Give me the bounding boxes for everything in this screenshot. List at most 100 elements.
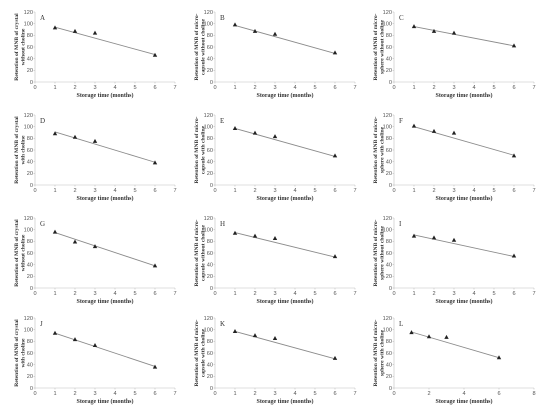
y-tick-label: 60 — [27, 351, 33, 357]
x-tick-label: 7 — [173, 391, 176, 397]
x-tick-label: 6 — [153, 291, 156, 297]
y-axis-label: Retention of MNB of micro-sphere with ch… — [373, 116, 385, 183]
trendline — [413, 234, 515, 257]
y-tick-label: 20 — [27, 374, 33, 380]
x-tick-label: 4 — [472, 291, 475, 297]
x-tick-label: 0 — [33, 291, 36, 297]
x-tick-label: 5 — [313, 188, 316, 194]
y-tick-label: 80 — [386, 136, 392, 142]
y-tick-label: 100 — [204, 124, 213, 130]
data-point — [252, 130, 258, 135]
y-tick-label: 100 — [204, 21, 213, 27]
y-axis-label: Retention of MNB of micro-capsule with c… — [194, 116, 206, 183]
x-tick-label: 4 — [462, 391, 465, 397]
x-tick-label: 5 — [492, 85, 495, 91]
x-tick-label: 5 — [313, 85, 316, 91]
panel-b: 0 20 40 60 80 100 120 0 1 2 3 4 5 6 7 B Storage time (mo… — [194, 10, 357, 99]
y-tick-label: 80 — [207, 136, 213, 142]
y-tick-label: 80 — [27, 339, 33, 345]
y-tick-label: 20 — [27, 274, 33, 280]
y-axis-label: Retention of MNB of micro-capsule withou… — [194, 219, 206, 286]
y-tick-label: 80 — [27, 33, 33, 39]
y-tick-label: 100 — [204, 327, 213, 333]
data-point — [252, 28, 258, 33]
x-axis-label: Storage time (months) — [257, 92, 314, 99]
panel-letter: C — [399, 14, 404, 22]
x-tick-label: 3 — [273, 85, 276, 91]
data-point — [252, 333, 258, 338]
y-tick-label: 80 — [207, 33, 213, 39]
x-tick-label: 7 — [532, 85, 535, 91]
x-tick-label: 2 — [432, 85, 435, 91]
x-tick-label: 5 — [133, 391, 136, 397]
data-point — [92, 138, 98, 143]
data-point — [52, 229, 58, 234]
y-tick-label: 100 — [383, 327, 392, 333]
y-tick-label: 0 — [389, 386, 392, 392]
x-axis-label: Storage time (months) — [436, 398, 493, 405]
y-tick-label: 40 — [207, 362, 213, 368]
x-tick-label: 1 — [233, 85, 236, 91]
y-axis-label-line: capsule without choline — [200, 225, 206, 281]
y-axis-label: Retention of MNB of crystalwith choline — [14, 319, 26, 387]
y-tick-label: 120 — [383, 316, 392, 322]
y-tick-label: 120 — [204, 113, 213, 119]
data-point — [411, 233, 417, 238]
x-tick-label: 1 — [233, 291, 236, 297]
data-point — [511, 253, 517, 258]
y-tick-label: 40 — [27, 159, 33, 165]
y-tick-label: 0 — [389, 286, 392, 292]
data-point — [92, 244, 98, 249]
trendline — [234, 232, 336, 258]
x-tick-label: 4 — [293, 391, 296, 397]
data-point — [426, 334, 432, 339]
panel-l: 0 20 40 60 80 100 120 0 2 4 6 8 L Storage time (month… — [373, 316, 536, 405]
x-tick-label: 1 — [412, 291, 415, 297]
x-axis-label: Storage time (months) — [257, 298, 314, 305]
data-point — [332, 153, 338, 158]
y-tick-label: 100 — [24, 227, 33, 233]
y-axis-label-line: capsule without choline — [200, 19, 206, 75]
data-point — [52, 330, 58, 335]
y-axis-label-line: Retention of MNB of micro- — [194, 13, 200, 80]
y-tick-label: 60 — [27, 45, 33, 51]
x-tick-label: 4 — [472, 188, 475, 194]
x-tick-label: 6 — [333, 391, 336, 397]
y-axis-label-line: with choline — [20, 135, 26, 165]
x-axis-label: Storage time (months) — [436, 195, 493, 202]
y-tick-label: 60 — [386, 251, 392, 257]
x-tick-label: 1 — [412, 85, 415, 91]
y-tick-label: 40 — [386, 362, 392, 368]
data-point — [332, 50, 338, 55]
x-tick-label: 2 — [427, 391, 430, 397]
y-axis-label-line: capsule with choline — [200, 328, 206, 377]
data-point — [72, 28, 78, 33]
y-axis-label-line: without choline — [20, 234, 26, 271]
x-tick-label: 0 — [392, 85, 395, 91]
x-tick-label: 2 — [73, 391, 76, 397]
y-tick-label: 40 — [386, 56, 392, 62]
x-tick-label: 7 — [173, 291, 176, 297]
x-tick-label: 3 — [273, 188, 276, 194]
data-point — [511, 153, 517, 158]
x-axis-label: Storage time (months) — [77, 92, 134, 99]
data-point — [451, 237, 457, 242]
x-tick-label: 6 — [512, 291, 515, 297]
y-tick-label: 40 — [207, 159, 213, 165]
x-tick-label: 6 — [333, 85, 336, 91]
x-tick-label: 1 — [53, 85, 56, 91]
y-axis-label-line: without choline — [20, 28, 26, 65]
x-tick-label: 6 — [333, 291, 336, 297]
x-tick-label: 6 — [497, 391, 500, 397]
y-tick-label: 120 — [24, 216, 33, 222]
y-tick-label: 60 — [207, 148, 213, 154]
y-tick-label: 80 — [27, 239, 33, 245]
y-tick-label: 120 — [24, 316, 33, 322]
y-axis-label-line: sphere without choline — [379, 20, 385, 74]
x-tick-label: 3 — [93, 85, 96, 91]
panel-k: 0 20 40 60 80 100 120 0 1 2 3 4 5 6 7 K Storage time (mo… — [194, 316, 357, 405]
panel-d: 0 20 40 60 80 100 120 0 1 2 3 4 5 6 7 D Storage time (mo… — [14, 113, 177, 202]
x-tick-label: 2 — [432, 188, 435, 194]
x-tick-label: 5 — [313, 391, 316, 397]
x-tick-label: 2 — [73, 291, 76, 297]
